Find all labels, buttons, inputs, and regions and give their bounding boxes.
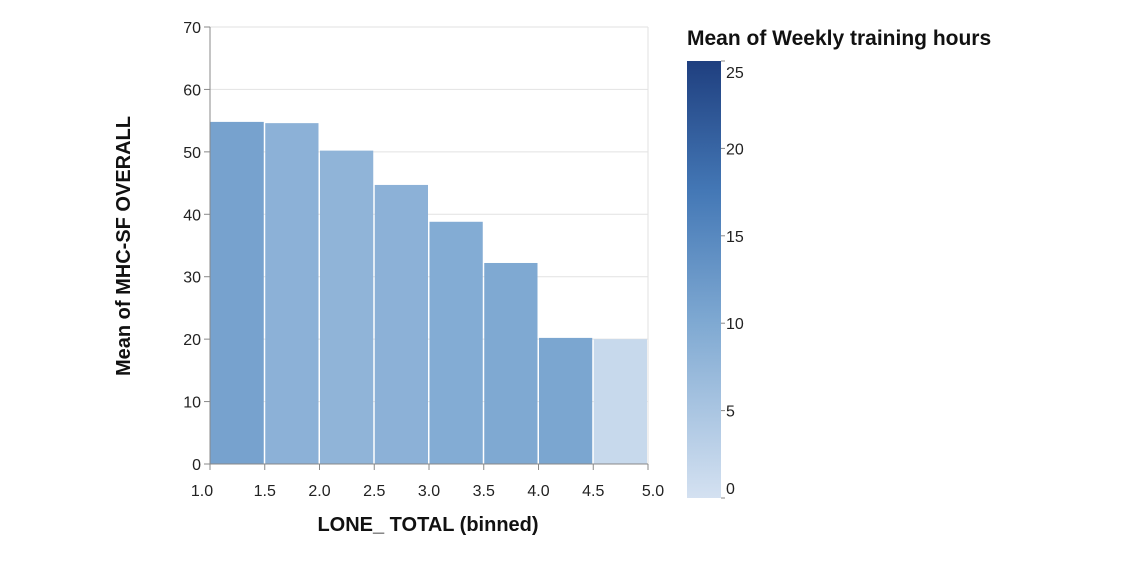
y-tick-label-0: 0 bbox=[192, 457, 201, 474]
bar-1 bbox=[265, 123, 319, 464]
y-tick-label-40: 40 bbox=[183, 207, 201, 224]
axes: 0 10 20 30 40 50 60 70 1.0 1.5 2.0 2.5 3.0 3.5 4.0 4.5 5… bbox=[183, 20, 664, 500]
x-tick-label-7: 4.5 bbox=[582, 483, 604, 500]
x-tick-label-8: 5.0 bbox=[642, 483, 664, 500]
legend-tick-label-15: 15 bbox=[726, 229, 744, 246]
bar-3 bbox=[374, 184, 428, 465]
legend-title: Mean of Weekly training hours bbox=[687, 27, 991, 50]
legend-tick-label-10: 10 bbox=[726, 316, 744, 333]
legend-ticks: 25 20 15 10 5 0 bbox=[721, 60, 744, 499]
x-tick-label-0: 1.0 bbox=[191, 483, 213, 500]
y-axis-title: Mean of MHC-SF OVERALL bbox=[113, 116, 135, 376]
y-tick-label-60: 60 bbox=[183, 82, 201, 99]
legend-gradient-bar bbox=[687, 61, 721, 498]
legend-tick-label-25: 25 bbox=[726, 65, 744, 82]
bar-4 bbox=[429, 221, 483, 464]
x-tick-label-6: 4.0 bbox=[527, 483, 549, 500]
x-tick-label-1: 1.5 bbox=[254, 483, 276, 500]
x-axis-title: LONE_ TOTAL (binned) bbox=[317, 514, 538, 536]
x-tick-label-5: 3.5 bbox=[473, 483, 495, 500]
bars bbox=[210, 121, 647, 465]
y-tick-label-20: 20 bbox=[183, 332, 201, 349]
legend-tick-label-5: 5 bbox=[726, 404, 735, 421]
legend-tick-label-20: 20 bbox=[726, 141, 744, 158]
legend-tick-label-0: 0 bbox=[726, 481, 735, 498]
color-legend: Mean of Weekly training hours 25 20 15 10 5 0 bbox=[687, 27, 991, 499]
x-tick-label-4: 3.0 bbox=[418, 483, 440, 500]
y-tick-label-70: 70 bbox=[183, 20, 201, 37]
y-tick-label-50: 50 bbox=[183, 145, 201, 162]
bar-7 bbox=[593, 339, 647, 464]
x-tick-label-2: 2.0 bbox=[308, 483, 330, 500]
bar-5 bbox=[484, 262, 538, 464]
x-tick-label-3: 2.5 bbox=[363, 483, 385, 500]
y-tick-label-10: 10 bbox=[183, 395, 201, 412]
y-tick-label-30: 30 bbox=[183, 270, 201, 287]
bar-0 bbox=[210, 121, 264, 465]
bar-2 bbox=[320, 150, 374, 464]
bar-6 bbox=[539, 337, 593, 464]
